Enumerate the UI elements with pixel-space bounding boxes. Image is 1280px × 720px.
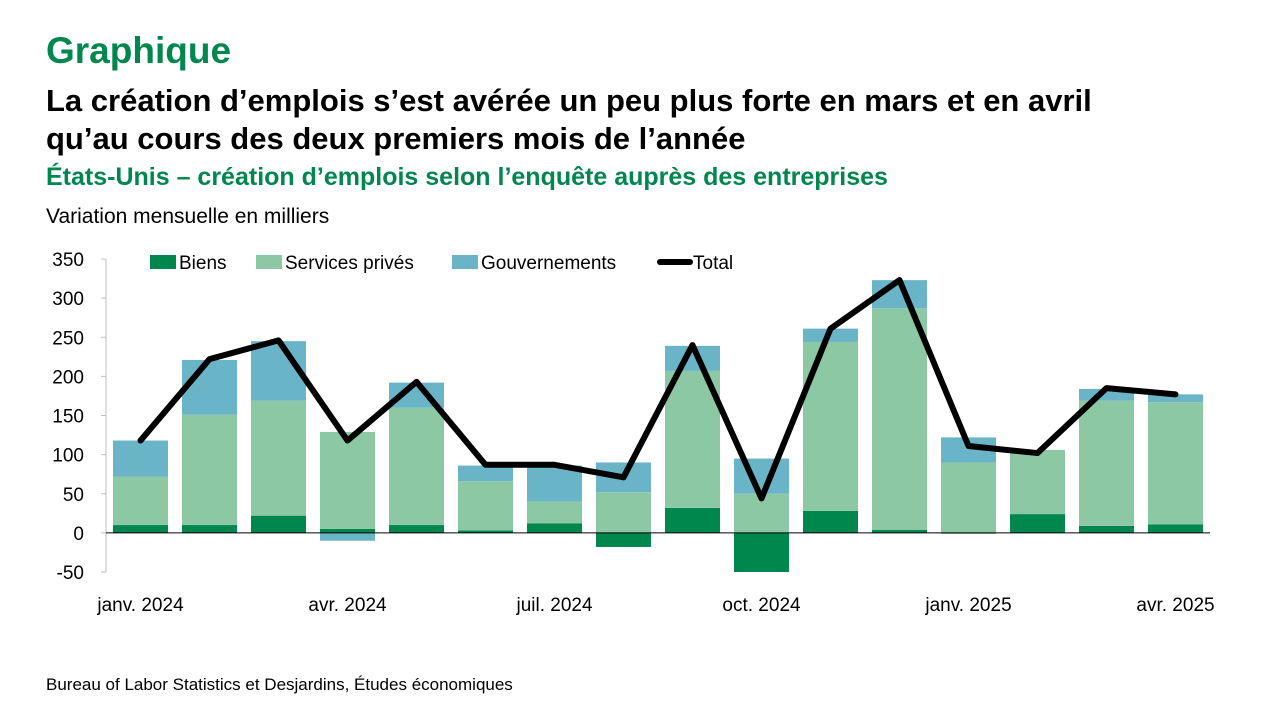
chart-title: La création d’emplois s’est avérée un pe… (46, 82, 1092, 158)
legend-label: Services privés (285, 253, 414, 274)
bar-segment (251, 400, 306, 516)
bar-segment (1148, 524, 1203, 533)
bar-segment (389, 407, 444, 526)
y-tick-label: 150 (52, 407, 84, 428)
bar-segment (803, 510, 858, 533)
y-tick-label: 0 (73, 524, 84, 545)
bar-segment (251, 515, 306, 533)
x-tick-label: oct. 2024 (722, 595, 801, 616)
bar-segment (1079, 400, 1134, 526)
bar-segment (320, 532, 375, 541)
bar-segment (320, 431, 375, 529)
bar-segment (389, 525, 444, 533)
bar-segment (458, 530, 513, 533)
y-tick-label: 100 (52, 446, 84, 467)
bar-segment (941, 462, 996, 533)
y-tick-label: 50 (63, 485, 84, 506)
chart-label: Graphique (46, 30, 232, 71)
x-tick-label: avr. 2024 (308, 595, 387, 616)
legend-swatch (452, 255, 478, 269)
bar-segment (527, 501, 582, 524)
bar-segment (872, 529, 927, 533)
bar-segment (182, 525, 237, 533)
y-tick-label: 350 (52, 250, 84, 271)
y-tick-label: 250 (52, 328, 84, 349)
legend-label: Gouvernements (481, 253, 616, 274)
y-axis-label: Variation mensuelle en milliers (46, 205, 330, 228)
bar-segment (665, 507, 720, 533)
bar-segment (458, 481, 513, 531)
x-tick-label: avr. 2025 (1136, 595, 1214, 616)
bar-segment (872, 308, 927, 530)
bar-segment (113, 476, 168, 526)
bar-segment (1010, 514, 1065, 533)
y-tick-label: -50 (57, 563, 84, 584)
legend-swatch (150, 255, 176, 269)
bar-segment (734, 458, 789, 494)
legend-label: Total (693, 253, 733, 274)
source-note: Bureau of Labor Statistics et Desjardins… (46, 675, 513, 694)
bar-segment (320, 528, 375, 533)
total-line (137, 277, 1179, 502)
bar-segment (1010, 449, 1065, 515)
bar-segment (113, 525, 168, 533)
chart-title-line-2: qu’au cours des deux premiers mois de l’… (46, 121, 746, 156)
bar-segment (596, 492, 651, 533)
bar-segment (113, 440, 168, 477)
x-tick-label: janv. 2025 (924, 595, 1011, 616)
bar-segment (803, 341, 858, 511)
bar-segment (1079, 388, 1134, 401)
bar-segment (734, 532, 789, 572)
bar-segment (182, 414, 237, 526)
bar-segment (1079, 525, 1134, 533)
bar-segment (1148, 394, 1203, 403)
bar-segment (458, 465, 513, 482)
y-tick-label: 200 (52, 367, 84, 388)
bar-segment (527, 523, 582, 533)
x-tick-label: juil. 2024 (515, 595, 592, 616)
chart-subtitle: États-Unis – création d’emplois selon l’… (46, 163, 888, 191)
legend-swatch (256, 255, 282, 269)
x-tick-label: janv. 2024 (96, 595, 184, 616)
bar-segment (665, 370, 720, 508)
bar-segment (182, 359, 237, 415)
y-tick-label: 300 (52, 289, 84, 310)
bar-segment (1148, 402, 1203, 525)
legend-label: Biens (179, 253, 227, 274)
bar-segment (596, 532, 651, 547)
bar-segment (527, 465, 582, 502)
chart-title-line-1: La création d’emplois s’est avérée un pe… (46, 83, 1092, 118)
